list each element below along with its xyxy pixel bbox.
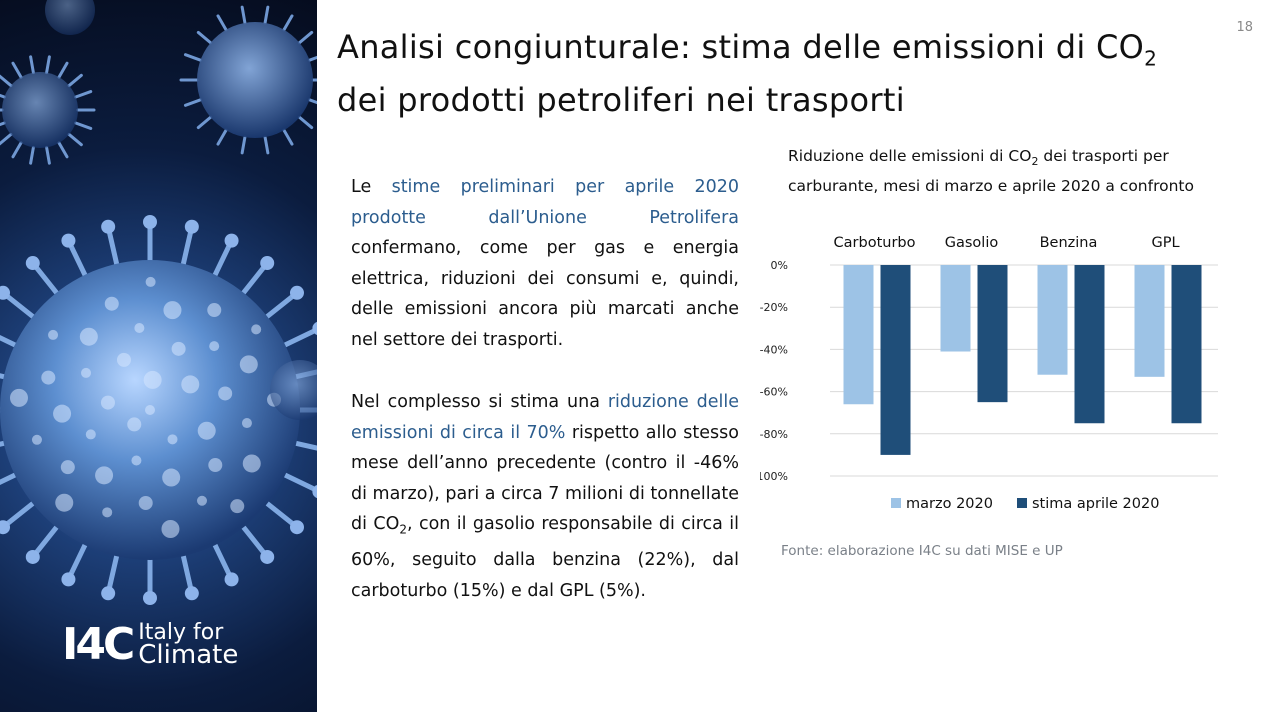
paragraph-2-part: , con il gasolio responsabile di circa i… [351, 514, 740, 601]
title-line1: Analisi congiunturale: stima delle emiss… [337, 28, 1145, 66]
legend-label: marzo 2020 [906, 496, 993, 512]
paragraph-2-part: rispetto allo stesso mese dell’anno prec… [351, 422, 739, 535]
category-label: Gasolio [945, 235, 999, 251]
chart-title: Riduzione delle emissioni di CO2 dei tra… [788, 144, 1258, 198]
paragraph-1: Le stime preliminari per aprile 2020 pro… [351, 172, 739, 355]
y-tick-label: -60% [760, 386, 788, 399]
emissions-bar-chart: 0% -20% -40% -60% -80% -100% Carboturbo Gasolio… [760, 200, 1230, 530]
paragraph-2-highlight: riduzione delle emissioni di circa il 70… [351, 392, 739, 443]
page-title: Analisi congiunturale: stima delle emiss… [337, 26, 1217, 121]
logo-line1: Italy for [138, 620, 224, 645]
chart-title-prefix: Riduzione delle emissioni di CO [788, 147, 1032, 165]
legend-swatch [1017, 498, 1027, 508]
legend-label: stima aprile 2020 [1032, 496, 1159, 512]
body-text: Le stime preliminari per aprile 2020 pro… [351, 172, 739, 638]
paragraph-1-part: confermano, come per gas e energia elett… [351, 238, 739, 350]
bar-marzo [940, 265, 971, 352]
paragraph-2-sub: 2 [399, 522, 408, 537]
coronavirus-illustration [0, 0, 317, 605]
logo-line2: Climate [138, 640, 239, 670]
source-note: Fonte: elaborazione I4C su dati MISE e U… [781, 543, 1063, 559]
y-tick-label: -80% [760, 428, 788, 441]
y-tick-label: -40% [760, 343, 788, 356]
bar-marzo [843, 265, 874, 405]
legend-swatch [891, 498, 901, 508]
bar-aprile [1074, 265, 1105, 424]
bar-aprile [977, 265, 1008, 403]
category-label: Benzina [1040, 235, 1098, 251]
logo-mark: I4C [62, 619, 135, 670]
bar-aprile [1171, 265, 1202, 424]
y-tick-label: -20% [760, 301, 788, 314]
chart-title-suffix: dei trasporti per carburante, mesi di ma… [788, 147, 1194, 196]
bar-aprile [880, 265, 911, 455]
virus-image-panel: I4C Italy for Climate [0, 0, 317, 712]
category-label: GPL [1151, 235, 1179, 251]
bar-marzo [1037, 265, 1068, 375]
chart-title-sub: 2 [1031, 155, 1039, 169]
paragraph-1-highlight: stime preliminari per aprile 2020 prodot… [351, 177, 739, 228]
paragraph-1-part: Le [351, 177, 392, 197]
title-line2: dei prodotti petroliferi nei trasporti [337, 81, 905, 120]
slide-number: 18 [1236, 20, 1253, 35]
paragraph-2-part: Nel complesso si stima una [351, 392, 608, 412]
i4c-logo: I4C Italy for Climate [62, 619, 239, 670]
y-tick-label: 0% [771, 259, 788, 272]
paragraph-2: Nel complesso si stima una riduzione del… [351, 387, 739, 606]
y-tick-label: -100% [760, 470, 788, 483]
bar-marzo [1134, 265, 1165, 377]
title-sub: 2 [1144, 46, 1158, 71]
category-label: Carboturbo [834, 235, 916, 251]
